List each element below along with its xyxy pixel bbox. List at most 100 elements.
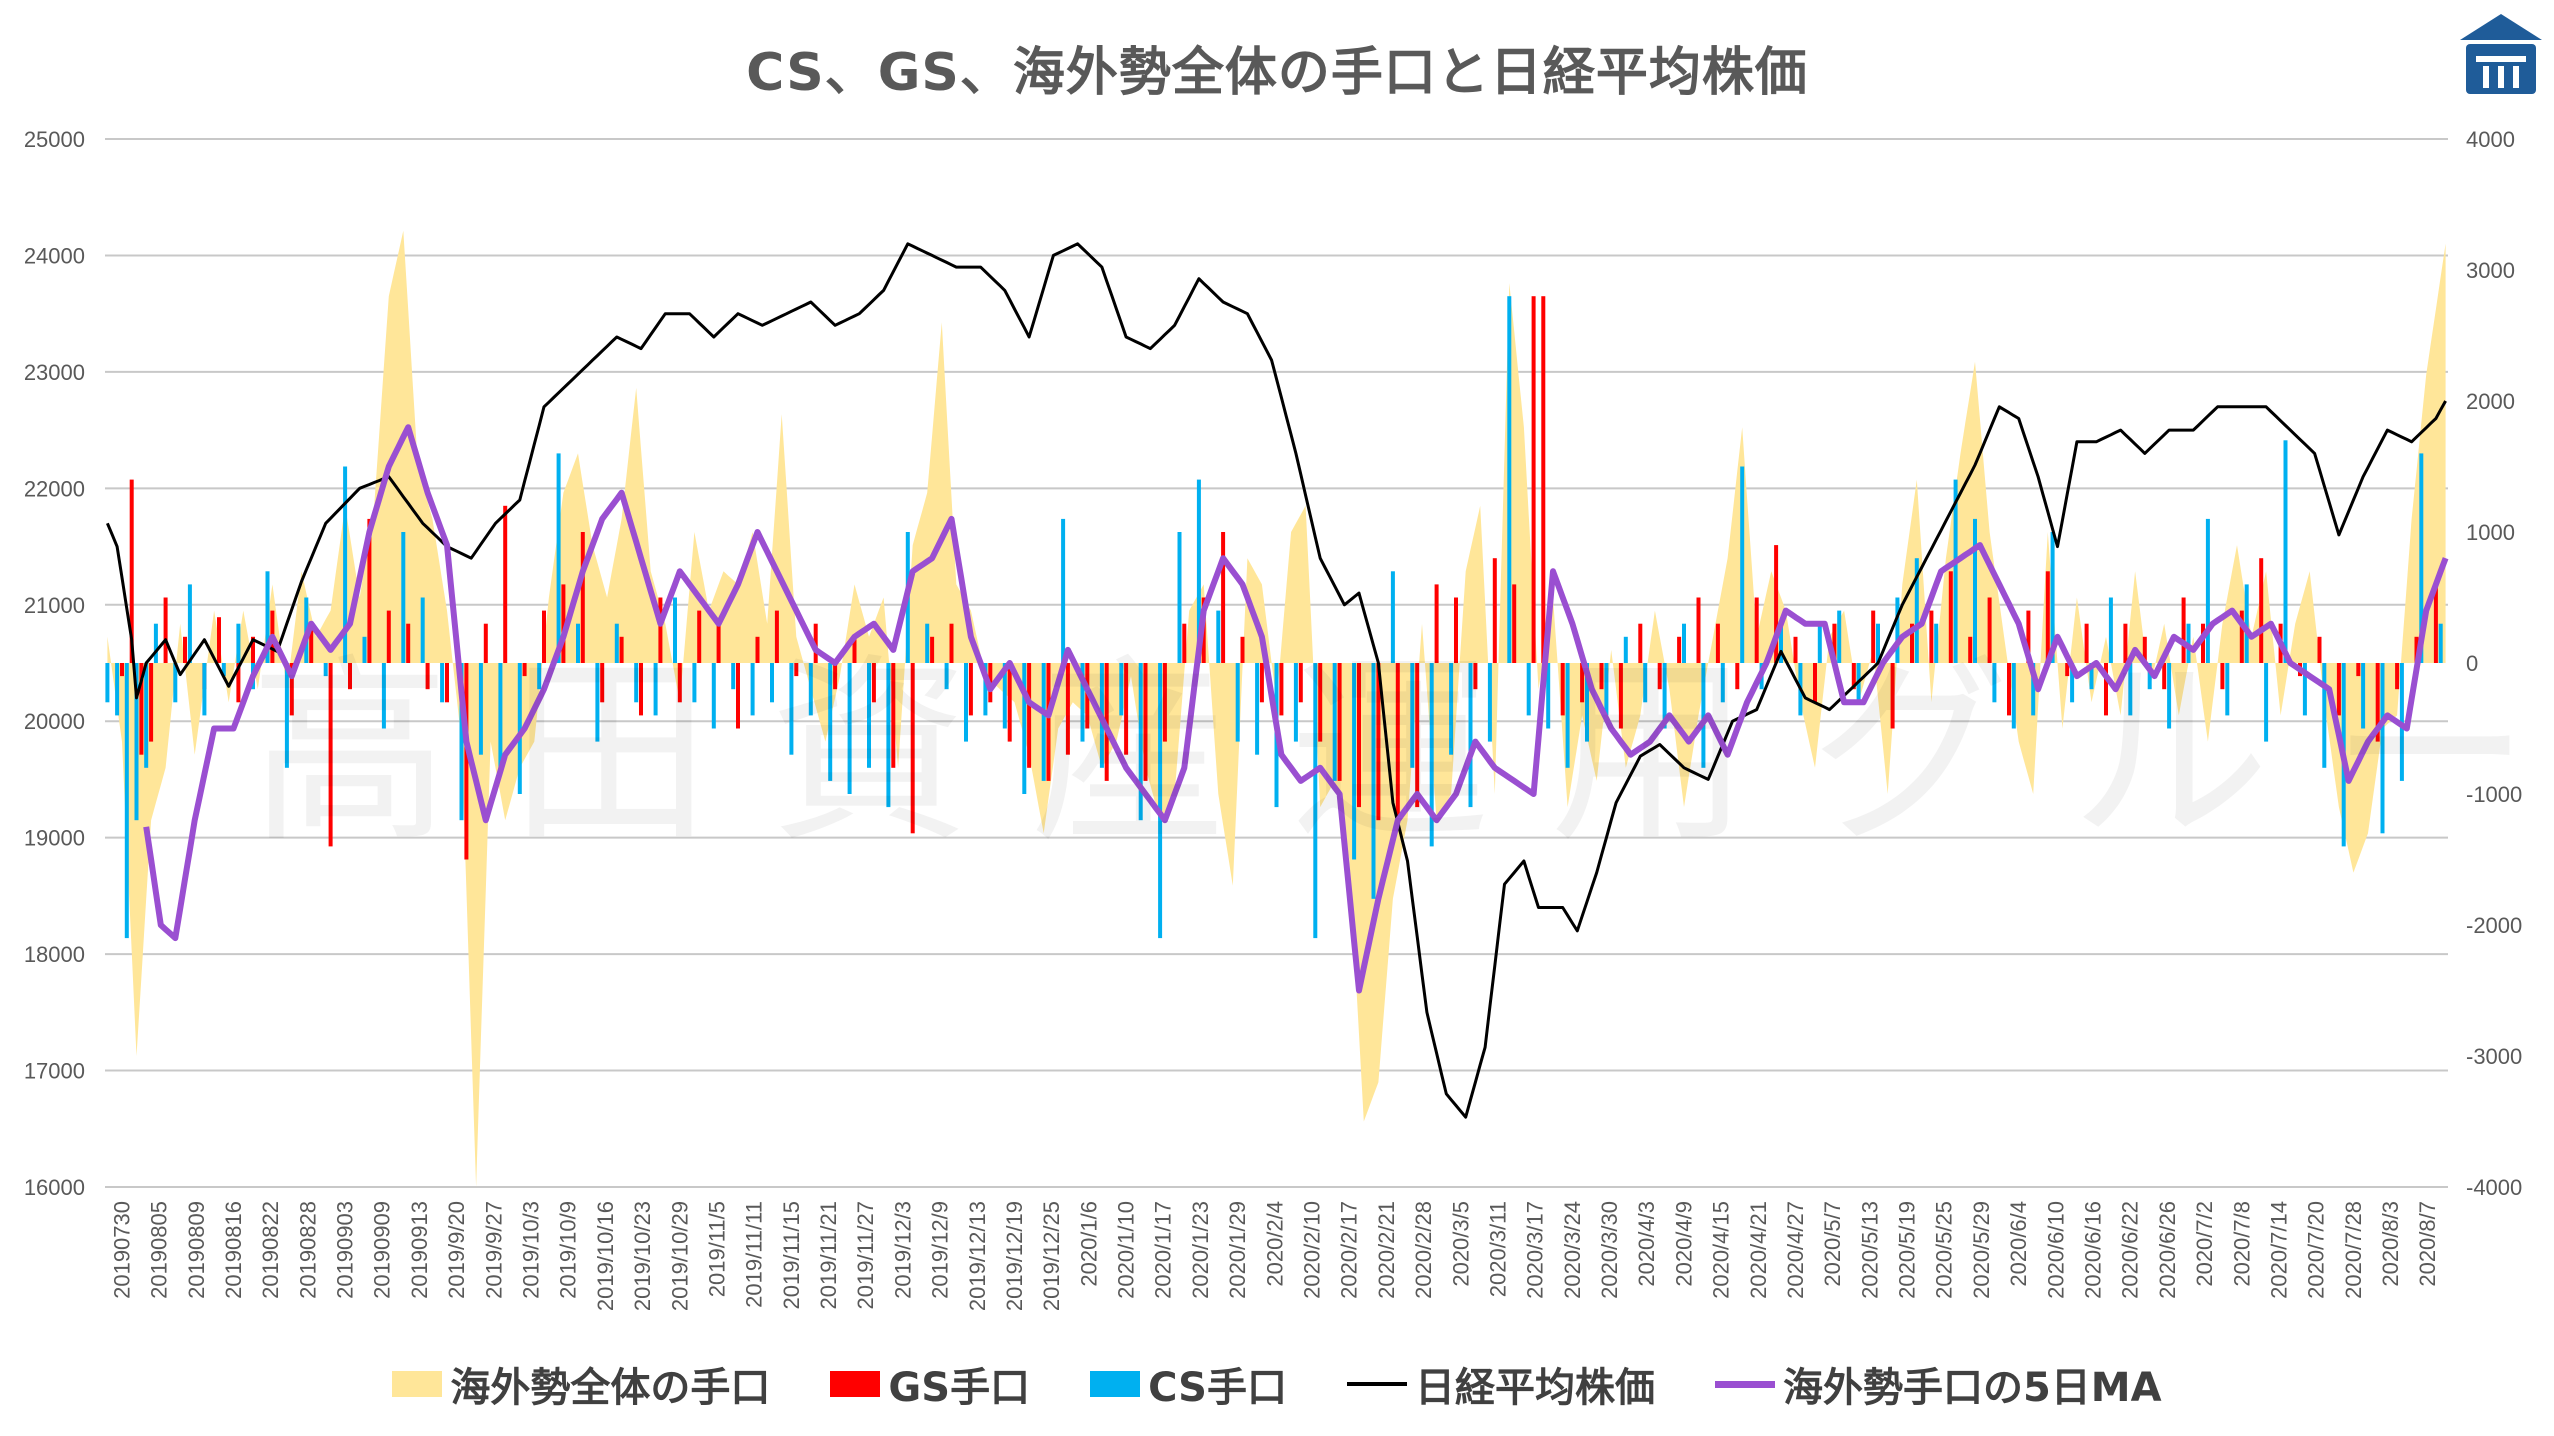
y-left-tick-label: 16000: [24, 1175, 85, 1200]
bar: [794, 663, 799, 677]
bar: [517, 663, 522, 794]
bar: [1158, 663, 1163, 939]
bar: [697, 610, 702, 663]
legend-item: GS手口: [830, 1355, 1030, 1413]
bar: [944, 663, 949, 690]
bar: [2225, 663, 2230, 716]
bar: [949, 623, 954, 663]
bar: [852, 636, 857, 663]
bar: [2380, 663, 2385, 834]
bar: [614, 623, 619, 663]
bar: [1740, 466, 1745, 663]
bar: [323, 663, 328, 677]
bar: [1002, 663, 1007, 729]
bar: [886, 663, 891, 808]
bar: [1715, 623, 1720, 663]
bar: [2375, 663, 2380, 742]
x-tick-label: 2019/10/9: [556, 1201, 581, 1299]
x-tick-label: 2020/5/19: [1895, 1201, 1920, 1299]
bar: [692, 663, 697, 703]
bar: [1817, 623, 1822, 663]
bar: [2302, 663, 2307, 716]
bar: [1061, 518, 1066, 663]
bar: [1240, 636, 1245, 663]
bar: [2361, 663, 2366, 729]
legend-label: 海外勢全体の手口: [450, 1365, 771, 1411]
bar: [808, 663, 813, 716]
x-tick-label: 2020/1/17: [1151, 1201, 1176, 1299]
bar: [153, 623, 158, 663]
bar: [2123, 623, 2128, 663]
bar: [755, 636, 760, 663]
bar: [348, 663, 352, 690]
bar: [187, 584, 192, 663]
bar: [1541, 296, 1546, 663]
bar: [2419, 453, 2424, 663]
bar: [1837, 610, 1842, 663]
bar: [2395, 663, 2400, 690]
bar: [736, 663, 740, 729]
x-tick-label: 2020/4/27: [1783, 1201, 1808, 1299]
x-tick-label: 2020/3/11: [1485, 1201, 1510, 1297]
bar: [619, 636, 624, 663]
y-left-ticks: 16000 17000 18000 19000 20000 21000 22000 23000…: [24, 127, 85, 1200]
bar: [1371, 663, 1376, 899]
x-tick-label: 20190828: [295, 1201, 320, 1299]
bar: [1027, 663, 1032, 768]
bar: [149, 663, 154, 742]
bar: [1182, 623, 1187, 663]
bar: [1337, 663, 1342, 781]
x-tick-label: 2020/5/13: [1857, 1201, 1882, 1299]
x-tick-label: 2019/12/25: [1039, 1201, 1064, 1311]
x-tick-label: 2020/1/10: [1114, 1201, 1139, 1299]
bar: [1177, 532, 1182, 663]
bar: [2147, 663, 2152, 690]
bar: [289, 663, 294, 716]
bar: [1953, 479, 1958, 663]
bar: [2322, 663, 2327, 768]
bar: [1124, 663, 1129, 755]
bar: [328, 663, 333, 847]
bar: [401, 532, 406, 663]
bar: [1973, 518, 1977, 663]
x-tick-label: 2019/11/15: [779, 1201, 804, 1309]
x-axis-ticks: 20190730 20190805 20190809 20190816 20190822…: [109, 1201, 2440, 1311]
bar: [236, 623, 241, 663]
bar: [1293, 663, 1298, 742]
bar: [595, 663, 600, 742]
bar: [105, 663, 110, 703]
bar: [2356, 663, 2361, 677]
bar: [1735, 663, 1740, 690]
bar: [2317, 636, 2322, 663]
bar: [1793, 636, 1798, 663]
y-right-tick-label: 2000: [2466, 389, 2515, 414]
bar: [731, 663, 736, 690]
bar: [964, 663, 968, 742]
bar: [1376, 663, 1381, 821]
y-left-tick-label: 23000: [24, 360, 85, 385]
x-tick-label: 2020/6/10: [2043, 1201, 2068, 1299]
bar: [2050, 532, 2055, 663]
x-tick-label: 2020/5/7: [1820, 1201, 1845, 1287]
bar: [251, 636, 255, 663]
x-tick-label: 20190909: [370, 1201, 395, 1299]
bar: [910, 663, 915, 834]
y-left-tick-label: 17000: [24, 1059, 85, 1084]
bar: [871, 663, 876, 703]
bar: [1434, 584, 1439, 663]
bar: [1492, 558, 1497, 663]
x-tick-label: 2020/4/9: [1671, 1201, 1696, 1287]
x-tick-label: 2020/1/6: [1076, 1201, 1101, 1287]
x-tick-label: 2020/7/20: [2304, 1201, 2329, 1299]
bar: [2205, 518, 2210, 663]
bar: [2414, 636, 2419, 663]
bar: [930, 636, 935, 663]
x-tick-label: 2020/7/28: [2341, 1201, 2366, 1299]
x-tick-label: 2019/12/13: [965, 1201, 990, 1311]
bar: [1890, 663, 1895, 729]
x-tick-label: 2020/7/8: [2229, 1201, 2254, 1287]
bar: [2108, 597, 2113, 663]
bar: [1473, 663, 1478, 690]
bar: [600, 663, 605, 703]
